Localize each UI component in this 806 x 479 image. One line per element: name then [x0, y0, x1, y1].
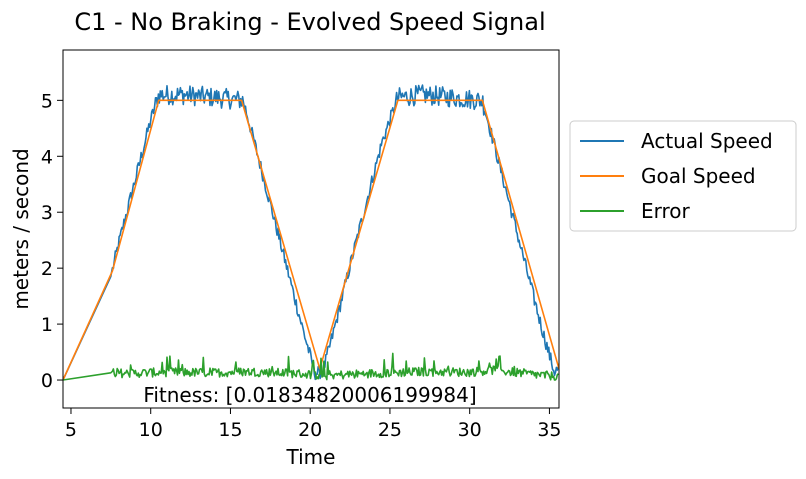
plot-frame [62, 49, 560, 409]
legend: Actual Speed Goal Speed Error [569, 120, 797, 232]
x-tick-label: 30 [458, 419, 482, 441]
series-line-goal-speed [63, 99, 559, 381]
plot-lines [63, 84, 559, 381]
y-tick-label: 5 [41, 90, 53, 112]
y-axis: 0 1 2 3 4 5 [41, 90, 63, 392]
legend-label: Goal Speed [641, 164, 756, 188]
y-tick-label: 2 [41, 258, 53, 280]
x-tick-label: 5 [65, 419, 77, 441]
legend-label: Actual Speed [641, 129, 773, 153]
x-tick-label: 25 [378, 419, 402, 441]
x-axis-label: Time [286, 445, 336, 469]
y-tick-label: 3 [41, 202, 53, 224]
x-axis: 5 10 15 20 25 30 35 [65, 408, 562, 441]
y-tick-label: 4 [41, 146, 53, 168]
legend-label: Error [641, 199, 691, 223]
series-line-error [63, 352, 559, 381]
x-tick-label: 35 [537, 419, 561, 441]
x-tick-label: 15 [218, 419, 242, 441]
y-axis-label: meters / second [9, 148, 33, 309]
y-tick-label: 1 [41, 314, 53, 336]
x-tick-label: 10 [139, 419, 163, 441]
fitness-annotation: Fitness: [0.01834820006199984] [143, 383, 476, 407]
x-tick-label: 20 [298, 419, 322, 441]
series-line-actual-speed [63, 84, 559, 381]
legend-box [569, 120, 797, 232]
chart-title: C1 - No Braking - Evolved Speed Signal [74, 8, 545, 36]
y-tick-label: 0 [41, 370, 53, 392]
